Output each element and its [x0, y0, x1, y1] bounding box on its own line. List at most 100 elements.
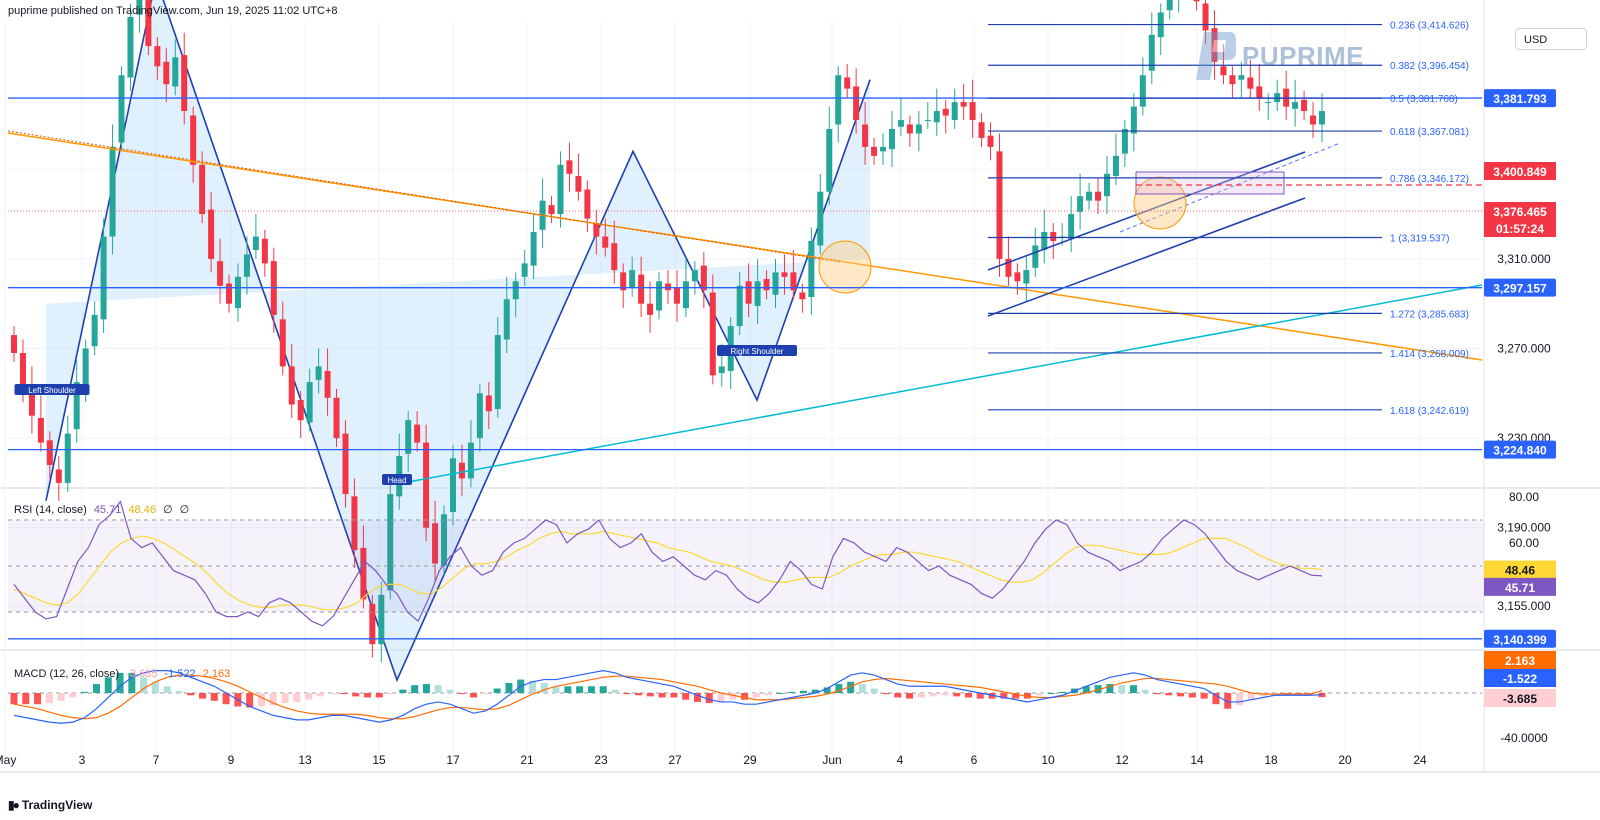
rsi-line: [13, 500, 1323, 627]
pattern-label-box: [382, 474, 412, 485]
candle-body: [181, 55, 188, 112]
rsi-title: RSI (14, close): [14, 504, 87, 516]
retest-highlight-circle: [1133, 176, 1187, 230]
macd-histogram-bar: [1106, 684, 1114, 693]
macd-histogram-bar: [976, 693, 984, 699]
candle-body: [405, 420, 412, 454]
macd-histogram-bar: [92, 684, 100, 693]
macd-histogram-bar: [870, 688, 878, 693]
candle-body: [745, 281, 752, 304]
current-price-label: 01:57:24: [1496, 222, 1544, 236]
level-price-label: 3,224.840: [1493, 444, 1547, 458]
macd-histogram-bar: [599, 686, 607, 693]
candle-body: [844, 77, 851, 89]
macd-histogram-bar: [1000, 693, 1008, 699]
candle-body: [1112, 155, 1119, 177]
price-tick-label: 3,155.000: [1497, 599, 1551, 613]
currency-selector[interactable]: USD: [1515, 28, 1587, 50]
macd-histogram-bar: [1012, 693, 1020, 699]
macd-histogram-bar: [116, 672, 124, 693]
candle-body: [55, 469, 62, 483]
macd-histogram-bar: [1059, 691, 1067, 693]
macd-histogram-bar: [140, 677, 148, 693]
candle-body: [1256, 86, 1263, 98]
candle-body: [665, 283, 671, 291]
x-tick-label: 24: [1413, 753, 1427, 767]
candle-body: [449, 458, 456, 513]
candle-body: [19, 352, 26, 389]
macd-histogram-bar: [1200, 693, 1208, 699]
candle-body: [871, 146, 878, 156]
candle-body: [118, 75, 125, 143]
macd-signal-line: [13, 674, 1323, 720]
macd-histogram-bar: [422, 684, 430, 693]
macd-histogram-bar: [493, 688, 501, 693]
pattern-fill: [46, 0, 870, 681]
candle-body: [987, 135, 994, 147]
rsi-legend[interactable]: RSI (14, close) 45.71 48.46 ∅ ∅: [14, 503, 193, 516]
macd-hist-value: -3.685: [126, 668, 158, 680]
candle-body: [485, 395, 492, 412]
macd-histogram-bar: [434, 685, 442, 693]
candle-body: [208, 209, 215, 259]
macd-badge: [1484, 689, 1556, 707]
pattern-label: Left Shoulder: [28, 386, 76, 395]
candle-body: [656, 281, 663, 311]
candle-body: [521, 263, 528, 277]
candle-body: [763, 279, 770, 291]
ascending-trendline: [396, 284, 1483, 485]
candle-body: [234, 276, 241, 309]
macd-histogram-bar: [906, 693, 914, 699]
macd-histogram-bar: [929, 693, 937, 697]
candle-body: [1077, 196, 1084, 212]
x-tick-label: 9: [228, 753, 235, 767]
candle-body: [226, 283, 233, 304]
macd-histogram-bar: [858, 684, 866, 693]
macd-histogram-bar: [693, 693, 701, 702]
candle-body: [709, 292, 716, 376]
candle-body: [64, 433, 71, 483]
x-tick-label: 4: [897, 753, 904, 767]
candle-body: [297, 400, 304, 421]
macd-histogram-bar: [623, 693, 631, 695]
candle-body: [378, 594, 385, 645]
macd-histogram-bar: [1236, 693, 1244, 706]
candle-body: [951, 102, 958, 121]
macd-histogram-bar: [1141, 689, 1149, 693]
published-header: puprime published on TradingView.com, Ju…: [8, 5, 338, 17]
macd-histogram-bar: [835, 684, 843, 693]
tradingview-footer[interactable]: ▮● TradingView: [8, 798, 92, 812]
candle-body: [673, 288, 680, 304]
macd-histogram-bar: [576, 686, 584, 693]
fib-level-label: 0.5 (3,381.768): [1390, 94, 1458, 105]
macd-histogram-bar: [788, 691, 796, 693]
price-tick-label: 3,310.000: [1497, 252, 1551, 266]
macd-histogram-bar: [1212, 693, 1220, 705]
macd-signal-value: 2.163: [202, 668, 231, 680]
macd-histogram-bar: [81, 691, 89, 693]
pattern-label-box: [14, 384, 90, 395]
candle-body: [548, 205, 555, 215]
candle-body: [593, 223, 600, 237]
macd-histogram-bar: [1118, 685, 1126, 693]
macd-histogram-bar: [646, 693, 654, 697]
macd-histogram-bar: [917, 693, 925, 698]
candle-body: [620, 272, 627, 291]
macd-histogram-bar: [564, 686, 572, 693]
candle-body: [557, 164, 564, 215]
candle-body: [145, 0, 152, 47]
x-tick-label: 27: [668, 753, 682, 767]
candle-body: [700, 265, 707, 291]
macd-histogram-bar: [175, 690, 183, 693]
x-tick-label: May: [0, 753, 16, 767]
macd-histogram-bar: [22, 693, 30, 705]
macd-histogram-bar: [1129, 685, 1137, 693]
candle-body: [530, 232, 537, 266]
pattern-label: Right Shoulder: [731, 347, 784, 356]
candle-body: [127, 16, 134, 78]
price-tick-label: 3,270.000: [1497, 342, 1551, 356]
macd-legend[interactable]: MACD (12, 26, close) -3.685 -1.522 2.163: [14, 668, 234, 680]
macd-histogram-bar: [1188, 693, 1196, 698]
channel-mid-line: [1119, 142, 1341, 233]
